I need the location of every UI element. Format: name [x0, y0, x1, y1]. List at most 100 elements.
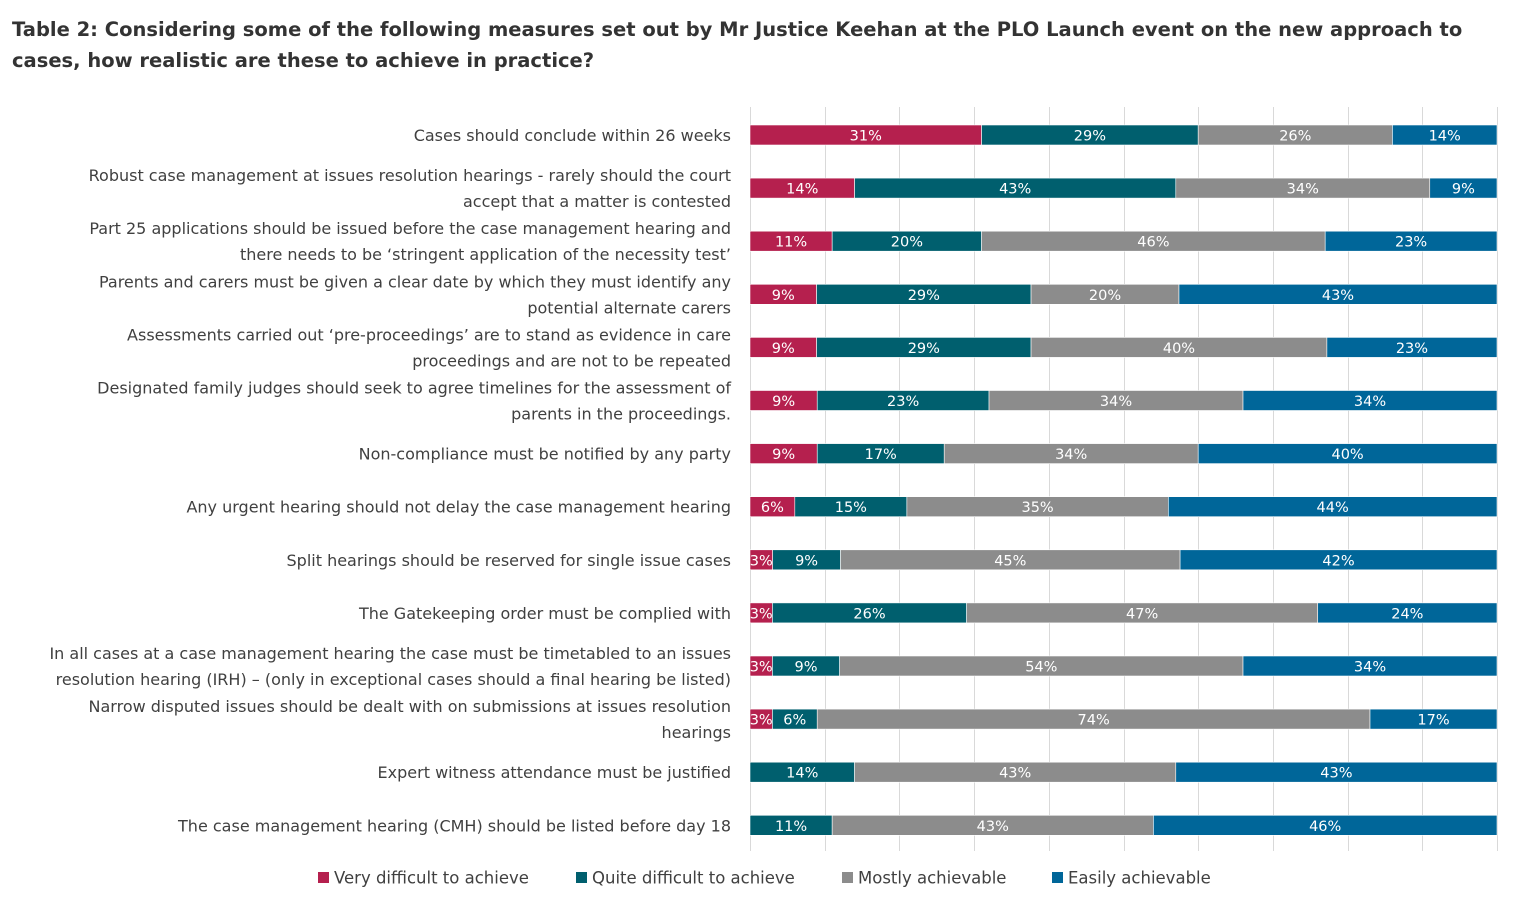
category-label: In all cases at a case management hearin… — [49, 644, 731, 689]
legend-item: Quite difficult to achieve — [576, 869, 795, 888]
data-label: 23% — [887, 394, 919, 410]
bar-segment — [1392, 124, 1498, 146]
category-label: Expert witness attendance must be justif… — [378, 763, 731, 782]
bar-segment — [1197, 443, 1498, 464]
data-label: 35% — [1021, 500, 1053, 516]
data-label: 31% — [850, 129, 882, 145]
data-label: 9% — [772, 447, 795, 463]
data-label: 3% — [750, 660, 773, 676]
category-label: The Gatekeeping order must be complied w… — [358, 604, 731, 623]
data-label: 9% — [795, 553, 818, 569]
data-label: 14% — [786, 766, 818, 782]
data-label: 17% — [1417, 713, 1449, 729]
data-label: 15% — [835, 500, 867, 516]
data-label: 6% — [783, 713, 806, 729]
data-label: 42% — [1322, 553, 1354, 569]
data-label: 3% — [750, 606, 773, 622]
legend-swatch — [1052, 872, 1063, 883]
data-label: 54% — [1025, 660, 1057, 676]
bar-segment — [1179, 549, 1498, 571]
data-label: 9% — [772, 394, 795, 410]
data-label: 43% — [1322, 288, 1354, 304]
category-label: Part 25 applications should be issued be… — [89, 219, 731, 264]
data-label: 46% — [1309, 819, 1341, 835]
legend-swatch — [576, 872, 587, 883]
data-label: 34% — [1354, 660, 1386, 676]
category-label: Robust case management at issues resolut… — [89, 166, 731, 211]
data-label: 23% — [1395, 235, 1427, 251]
category-labels: Cases should conclude within 26 weeks Rob… — [49, 126, 731, 835]
data-label: 17% — [865, 447, 897, 463]
category-label: Split hearings should be reserved for si… — [287, 551, 732, 570]
data-label: 11% — [775, 235, 807, 251]
legend-label: Easily achievable — [1068, 869, 1211, 888]
data-label: 9% — [772, 288, 795, 304]
data-label: 40% — [1163, 341, 1195, 357]
data-label: 47% — [1126, 606, 1158, 622]
legend-label: Quite difficult to achieve — [592, 869, 795, 888]
chart-title: Table 2: Considering some of the followi… — [12, 18, 1463, 72]
data-label: 43% — [999, 766, 1031, 782]
data-label: 29% — [908, 341, 940, 357]
category-label: Any urgent hearing should not delay the … — [186, 498, 731, 517]
data-label: 34% — [1100, 394, 1132, 410]
bar-segment — [1324, 230, 1498, 252]
category-label: Parents and carers must be given a clear… — [99, 272, 731, 317]
legend-swatch — [842, 872, 853, 883]
data-label: 29% — [1074, 129, 1106, 145]
data-label: 14% — [786, 182, 818, 198]
data-label: 9% — [772, 341, 795, 357]
data-label: 43% — [1320, 766, 1352, 782]
data-label: 26% — [1279, 129, 1311, 145]
bar-segment — [1175, 761, 1498, 783]
category-label: Designated family judges should seek to … — [97, 379, 731, 424]
data-label: 9% — [795, 660, 818, 676]
legend-item: Mostly achievable — [842, 869, 1006, 888]
legend-label: Very difficult to achieve — [334, 869, 529, 888]
category-label: Cases should conclude within 26 weeks — [414, 126, 731, 145]
bar-segment — [1242, 390, 1498, 411]
data-label: 14% — [1429, 129, 1461, 145]
data-label: 46% — [1137, 235, 1169, 251]
data-label: 74% — [1078, 713, 1110, 729]
bars: 31% 29% 26% 14% 14% 43% 34% 9% 11% 20% 46% 23% 9% 29%… — [750, 124, 1498, 836]
bar-segment — [1153, 814, 1498, 836]
bar-segment — [1326, 337, 1498, 358]
data-label: 40% — [1331, 447, 1363, 463]
category-label: Assessments carried out ‘pre-proceedings… — [127, 325, 731, 370]
category-label: Non-compliance must be notified by any p… — [359, 445, 731, 464]
data-label: 29% — [908, 288, 940, 304]
data-label: 3% — [750, 553, 773, 569]
data-label: 24% — [1391, 606, 1423, 622]
category-label: The case management hearing (CMH) should… — [177, 816, 731, 835]
data-label: 34% — [1287, 182, 1319, 198]
bar-segment — [1178, 283, 1498, 305]
data-label: 11% — [775, 819, 807, 835]
data-label: 23% — [1396, 341, 1428, 357]
bar-segment — [1369, 708, 1498, 730]
data-label: 6% — [761, 500, 784, 516]
legend-item: Easily achievable — [1052, 869, 1211, 888]
legend-label: Mostly achievable — [858, 869, 1006, 888]
legend: Very difficult to achieve Quite difficult… — [318, 869, 1211, 888]
data-label: 26% — [853, 606, 885, 622]
bar-segment — [1242, 655, 1498, 677]
bar-segment — [1429, 177, 1498, 199]
legend-swatch — [318, 872, 329, 883]
data-label: 9% — [1452, 182, 1475, 198]
legend-item: Very difficult to achieve — [318, 869, 529, 888]
data-label: 43% — [977, 819, 1009, 835]
category-label: Narrow disputed issues should be dealt w… — [89, 697, 731, 742]
bar-segment — [1168, 496, 1498, 518]
data-label: 20% — [1089, 288, 1121, 304]
data-label: 34% — [1055, 447, 1087, 463]
data-label: 43% — [999, 182, 1031, 198]
data-label: 44% — [1317, 500, 1349, 516]
bar-segment — [1317, 602, 1498, 624]
data-label: 34% — [1354, 394, 1386, 410]
data-label: 20% — [891, 235, 923, 251]
data-label: 45% — [994, 553, 1026, 569]
data-label: 3% — [750, 713, 773, 729]
gridlines — [750, 107, 1498, 851]
